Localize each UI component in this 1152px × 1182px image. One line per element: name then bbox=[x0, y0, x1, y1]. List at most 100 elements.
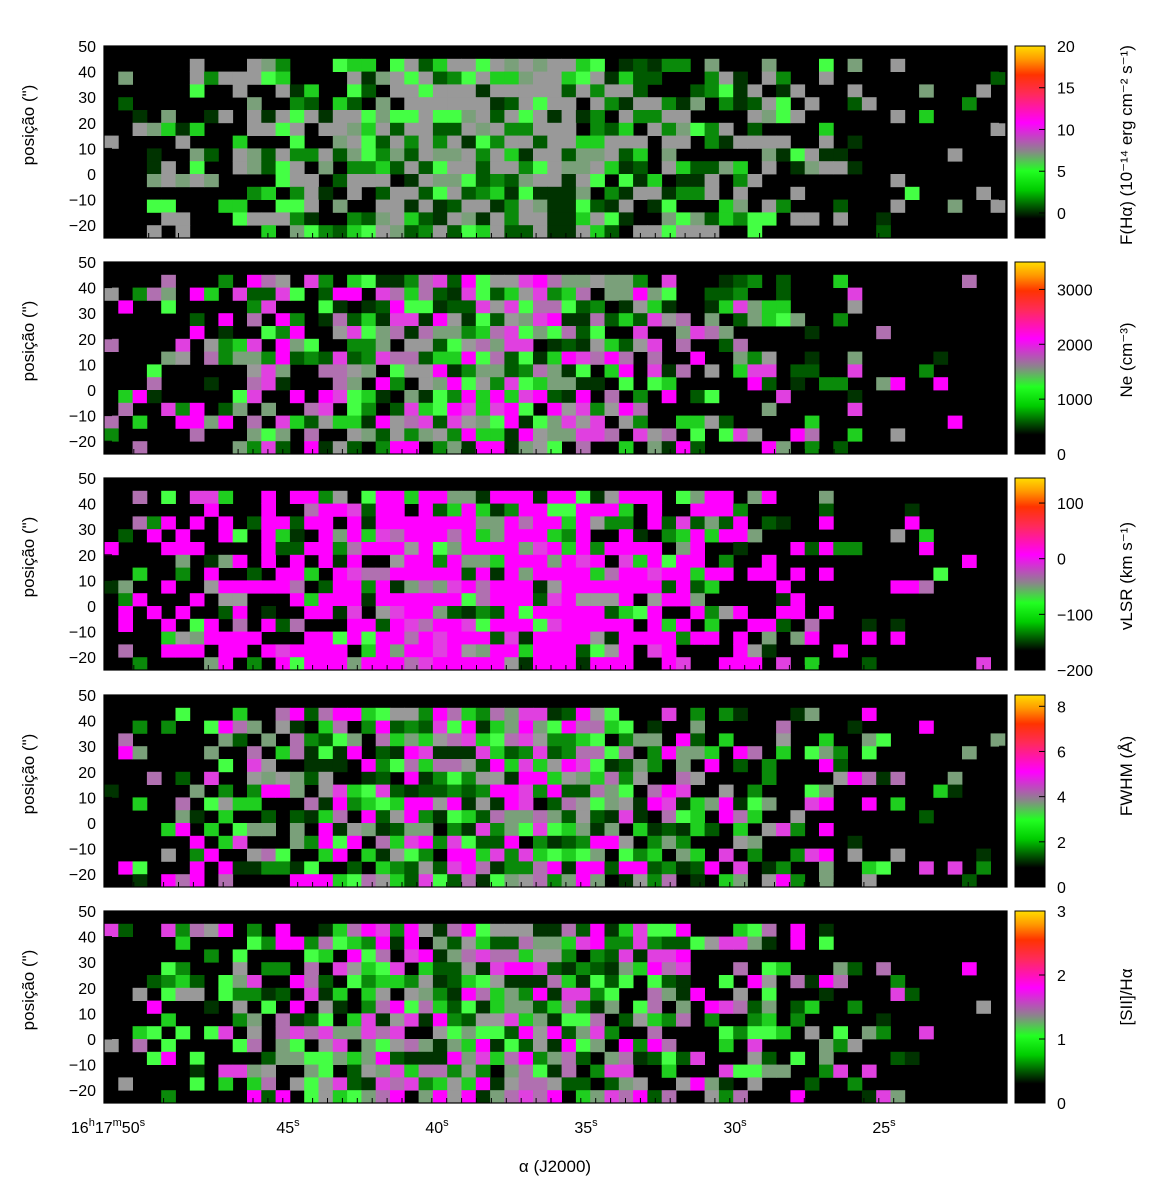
heat-cell bbox=[618, 1077, 634, 1091]
heat-cell bbox=[547, 71, 562, 85]
heat-cell bbox=[575, 606, 591, 620]
heat-cell bbox=[833, 1026, 848, 1040]
heat-cell bbox=[461, 1077, 477, 1091]
heat-cell bbox=[232, 835, 248, 849]
heat-cell bbox=[504, 97, 520, 111]
heat-cell bbox=[575, 1000, 591, 1014]
heat-cell bbox=[604, 759, 620, 773]
y-tick-label: 0 bbox=[87, 383, 96, 400]
heat-cell bbox=[547, 390, 562, 404]
heat-cell bbox=[347, 823, 362, 837]
heat-cell bbox=[390, 503, 405, 517]
heat-cell bbox=[618, 949, 634, 963]
heat-cell bbox=[247, 377, 262, 391]
heat-cell bbox=[490, 415, 505, 429]
heat-cell bbox=[375, 174, 391, 188]
heat-cell bbox=[504, 874, 520, 888]
heat-cell bbox=[161, 618, 176, 632]
heat-cell bbox=[547, 58, 562, 72]
heat-cell bbox=[104, 135, 119, 149]
heat-cell bbox=[261, 771, 276, 785]
heat-cell bbox=[733, 835, 748, 849]
plot-frame-4 bbox=[103, 694, 1008, 888]
heat-cell bbox=[690, 542, 705, 556]
heat-cell bbox=[247, 274, 262, 288]
heat-cell bbox=[118, 861, 133, 875]
heat-cell bbox=[819, 759, 834, 773]
heat-cell bbox=[490, 707, 505, 721]
heat-cell bbox=[518, 1000, 534, 1014]
heat-cell bbox=[533, 1051, 548, 1065]
heat-cell bbox=[533, 186, 548, 200]
heat-cell bbox=[261, 161, 276, 175]
heat-cell bbox=[118, 733, 133, 747]
heat-cell bbox=[661, 58, 677, 72]
heat-cell bbox=[461, 580, 477, 594]
heat-cell bbox=[504, 657, 520, 671]
heat-cell bbox=[218, 326, 234, 340]
heat-cell bbox=[533, 135, 548, 149]
heat-cell bbox=[733, 861, 748, 875]
heat-cell bbox=[776, 110, 791, 124]
heat-cell bbox=[375, 962, 391, 976]
heat-cell bbox=[747, 135, 763, 149]
heat-cell bbox=[547, 428, 562, 442]
heat-cell bbox=[647, 567, 663, 581]
heat-cell bbox=[747, 122, 763, 136]
heat-cell bbox=[361, 274, 377, 288]
heat-cell bbox=[733, 936, 748, 950]
heat-cell bbox=[690, 797, 705, 811]
heat-cell bbox=[847, 364, 863, 378]
heat-cell bbox=[175, 174, 191, 188]
heat-cell bbox=[704, 212, 720, 226]
heat-cell bbox=[790, 936, 806, 950]
heat-cell bbox=[590, 707, 605, 721]
heat-cell bbox=[518, 428, 534, 442]
heat-cell bbox=[590, 949, 605, 963]
heat-cell bbox=[347, 657, 362, 671]
heat-cell bbox=[804, 326, 820, 340]
heat-cell bbox=[604, 975, 620, 989]
heat-cell bbox=[418, 300, 434, 314]
heat-cell bbox=[218, 810, 234, 824]
heat-cell bbox=[533, 225, 548, 239]
heat-cell bbox=[218, 759, 234, 773]
heat-cell bbox=[547, 503, 562, 517]
heat-cell bbox=[676, 529, 691, 543]
heat-cell bbox=[633, 733, 648, 747]
heat-cell bbox=[347, 186, 362, 200]
heat-cell bbox=[361, 720, 377, 734]
heat-cell bbox=[475, 1039, 491, 1053]
heat-cell bbox=[289, 835, 305, 849]
heat-cell bbox=[275, 364, 291, 378]
heat-cell bbox=[718, 415, 734, 429]
heat-cell bbox=[447, 949, 462, 963]
x-tick-label-5: 25s bbox=[872, 1117, 896, 1137]
heat-cell bbox=[618, 212, 634, 226]
heat-cell bbox=[261, 580, 276, 594]
heat-cell bbox=[490, 338, 505, 352]
heat-cell bbox=[275, 84, 291, 98]
heat-cell bbox=[347, 174, 362, 188]
heat-cell bbox=[847, 84, 863, 98]
heat-cell bbox=[561, 300, 577, 314]
heat-cell bbox=[604, 631, 620, 645]
heat-cell bbox=[347, 554, 362, 568]
heat-cell bbox=[590, 1064, 605, 1078]
heat-cell bbox=[318, 657, 334, 671]
heat-cell bbox=[447, 287, 462, 301]
heat-cell bbox=[575, 377, 591, 391]
heat-cell bbox=[375, 746, 391, 760]
heat-cell bbox=[504, 402, 520, 416]
heat-cell bbox=[204, 338, 219, 352]
heat-cell bbox=[289, 110, 305, 124]
heat-cell bbox=[561, 71, 577, 85]
heat-cell bbox=[618, 338, 634, 352]
heat-cell bbox=[261, 516, 276, 530]
heat-cell bbox=[161, 274, 176, 288]
heat-cell bbox=[475, 135, 491, 149]
heat-cell bbox=[533, 593, 548, 607]
heat-cell bbox=[804, 212, 820, 226]
heat-cell bbox=[761, 1026, 777, 1040]
heat-cell bbox=[232, 707, 248, 721]
